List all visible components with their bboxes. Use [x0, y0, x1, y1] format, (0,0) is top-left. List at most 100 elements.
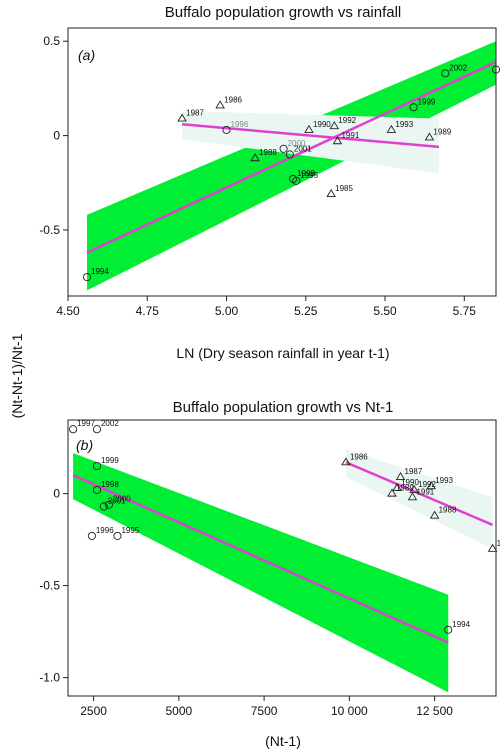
panel-b-point-circle-1997 [69, 425, 78, 434]
panel-a-point-label-1988: 1988 [259, 148, 277, 157]
panel-b-fit-line-triangle [345, 461, 494, 527]
panel-a-fit-line-triangle [182, 123, 440, 149]
panel-a-point-circle-1994 [82, 273, 92, 282]
panel-b-point-triangle-1988 [429, 510, 440, 519]
panel-a-confidence-band-triangle [182, 111, 439, 174]
panel-b-point-circle-2001 [99, 502, 108, 511]
panel-a-point-triangle-1987 [177, 113, 187, 122]
panel-b-point-label-1999: 1999 [101, 456, 119, 465]
panel-a-point-label-1993: 1993 [395, 120, 413, 129]
panel-a-point-triangle-1986 [215, 100, 225, 109]
panel-a-point-label-1987: 1987 [186, 109, 204, 118]
panel-a-point-triangle-1985 [326, 189, 336, 198]
panel-a-x-tick-label: 4.50 [56, 304, 80, 318]
panel-b-y-tick-label: -1.0 [39, 671, 60, 685]
panel-b-point-label-1992: 1992 [418, 480, 436, 489]
panel-b-point-label-1994: 1994 [452, 620, 470, 629]
panel-a-point-label-1998: 1998 [297, 169, 315, 178]
panel-a-y-tick-label: 0 [53, 129, 60, 143]
panel-a-point-circle-1999 [409, 103, 418, 112]
panel-a-point-label-2002: 2002 [449, 63, 467, 72]
panel-a-point-triangle-1988 [250, 153, 260, 162]
panel-a-point-circle-1995 [292, 176, 301, 185]
panel-b-point-label-1991: 1991 [416, 487, 434, 496]
panel-b-point-label-2002: 2002 [101, 419, 119, 428]
panel-a-point-circle-2001 [285, 150, 294, 159]
panel-a-x-tick-label: 5.00 [215, 304, 239, 318]
panel-a-point-label-2000: 2000 [288, 139, 306, 148]
panel-b-point-label-1987: 1987 [405, 467, 423, 476]
panel-a-y-tick-label: -0.5 [39, 223, 60, 237]
panel-a-x-axis-title: LN (Dry season rainfall in year t-1) [176, 345, 389, 361]
panel-b-confidence-band-circle [73, 453, 449, 693]
shared-y-axis-title: (Nt-Nt-1)/Nt-1 [9, 333, 25, 418]
panel-b-point-triangle-1987 [395, 471, 406, 481]
panel-a-point-label-1989: 1989 [433, 127, 451, 136]
panel-a-point-label-1992: 1992 [338, 116, 356, 125]
panel-b-point-circle-2000 [104, 500, 113, 509]
panel-b-point-triangle-1991 [407, 492, 418, 501]
panel-a-point-label-1995: 1995 [300, 171, 318, 180]
panel-b-y-tick-label: 0 [53, 487, 60, 501]
panel-a-x-tick-label: 4.75 [136, 304, 160, 318]
panel-b-label: (b) [76, 437, 93, 453]
panel-b-plot-frame [67, 419, 497, 697]
panel-a-point-label-1986: 1986 [224, 95, 242, 104]
panel-a-title: Buffalo population growth vs rainfall [165, 4, 402, 21]
panel-b-point-label-1985: 1985 [497, 539, 500, 548]
panel-a-point-label-1990: 1990 [313, 120, 331, 129]
panel-a-point-label-1985: 1985 [335, 184, 353, 193]
panel-b-point-circle-1999 [92, 461, 102, 471]
panel-b-point-label-1998: 1998 [101, 480, 119, 489]
panel-a-plot-frame [67, 27, 497, 297]
panel-a-point-label-1996: 1996 [231, 120, 249, 129]
panel-b-x-tick-label: 7500 [251, 704, 278, 718]
panel-b-point-circle-1998 [92, 485, 102, 494]
panel-b-x-tick-label: 12 500 [416, 704, 453, 718]
panel-b-x-tick-label: 10 000 [331, 704, 368, 718]
panel-a-point-triangle-1991 [332, 136, 343, 145]
panel-a-point-triangle-1989 [424, 132, 435, 141]
panel-b-point-triangle-1992 [409, 484, 419, 493]
panel-b-title: Buffalo population growth vs Nt-1 [173, 399, 394, 416]
panel-a: Buffalo population growth vs rainfall LN… [39, 4, 500, 361]
panel-b-point-label-1997: 1997 [77, 419, 95, 428]
panel-b-point-label-1990: 1990 [401, 478, 419, 487]
panel-a-point-circle-1996 [222, 125, 231, 134]
panel-b-y-tick-label: -0.5 [39, 579, 60, 593]
panel-b-confidence-band-triangle [345, 449, 493, 549]
panel-a-point-label-1994: 1994 [91, 267, 109, 276]
panel-a-point-circle-2000 [279, 144, 288, 153]
panel-b-point-label-1993: 1993 [435, 476, 453, 485]
panel-a-point-triangle-1992 [329, 121, 340, 130]
panel-b-point-circle-1994 [444, 625, 453, 634]
panel-a-point-label-1991: 1991 [341, 131, 359, 140]
panel-a-x-tick-label: 5.75 [453, 304, 477, 318]
panel-a-point-label-2001: 2001 [294, 144, 312, 153]
panel-b-point-circle-2002 [92, 425, 102, 434]
panel-b-x-tick-label: 2500 [80, 704, 107, 718]
panel-a-y-tick-label: 0.5 [43, 34, 60, 48]
panel-b-point-label-1986: 1986 [350, 452, 368, 461]
panel-b-point-label-2001: 2001 [108, 496, 126, 505]
panel-b-point-label-1988: 1988 [439, 506, 457, 515]
panel-b-point-triangle-1990 [392, 482, 402, 492]
panel-b-fit-line-circle [72, 474, 449, 644]
panel-b-point-triangle-1993 [426, 481, 436, 490]
panel-b-point-triangle-1985 [487, 543, 498, 552]
panel-a-confidence-band-circle [87, 41, 497, 291]
panel-b: Buffalo population growth vs Nt-1 (Nt-1)… [39, 399, 500, 749]
panel-a-x-tick-label: 5.50 [373, 304, 397, 318]
panel-b-point-circle-1996 [87, 531, 96, 540]
panel-a-fit-line-circle [86, 60, 497, 254]
panel-a-label: (a) [78, 47, 95, 63]
panel-a-point-label-1999: 1999 [418, 97, 436, 106]
panel-a-point-circle-2002 [441, 69, 450, 78]
panel-a-point-triangle-1990 [304, 124, 314, 133]
panel-b-point-label-1995: 1995 [121, 526, 139, 535]
panel-b-point-triangle-1986 [341, 457, 351, 466]
panel-b-point-triangle-1989 [387, 488, 397, 497]
panel-b-point-circle-1995 [113, 531, 122, 540]
panel-b-point-label-2000: 2000 [113, 495, 131, 504]
